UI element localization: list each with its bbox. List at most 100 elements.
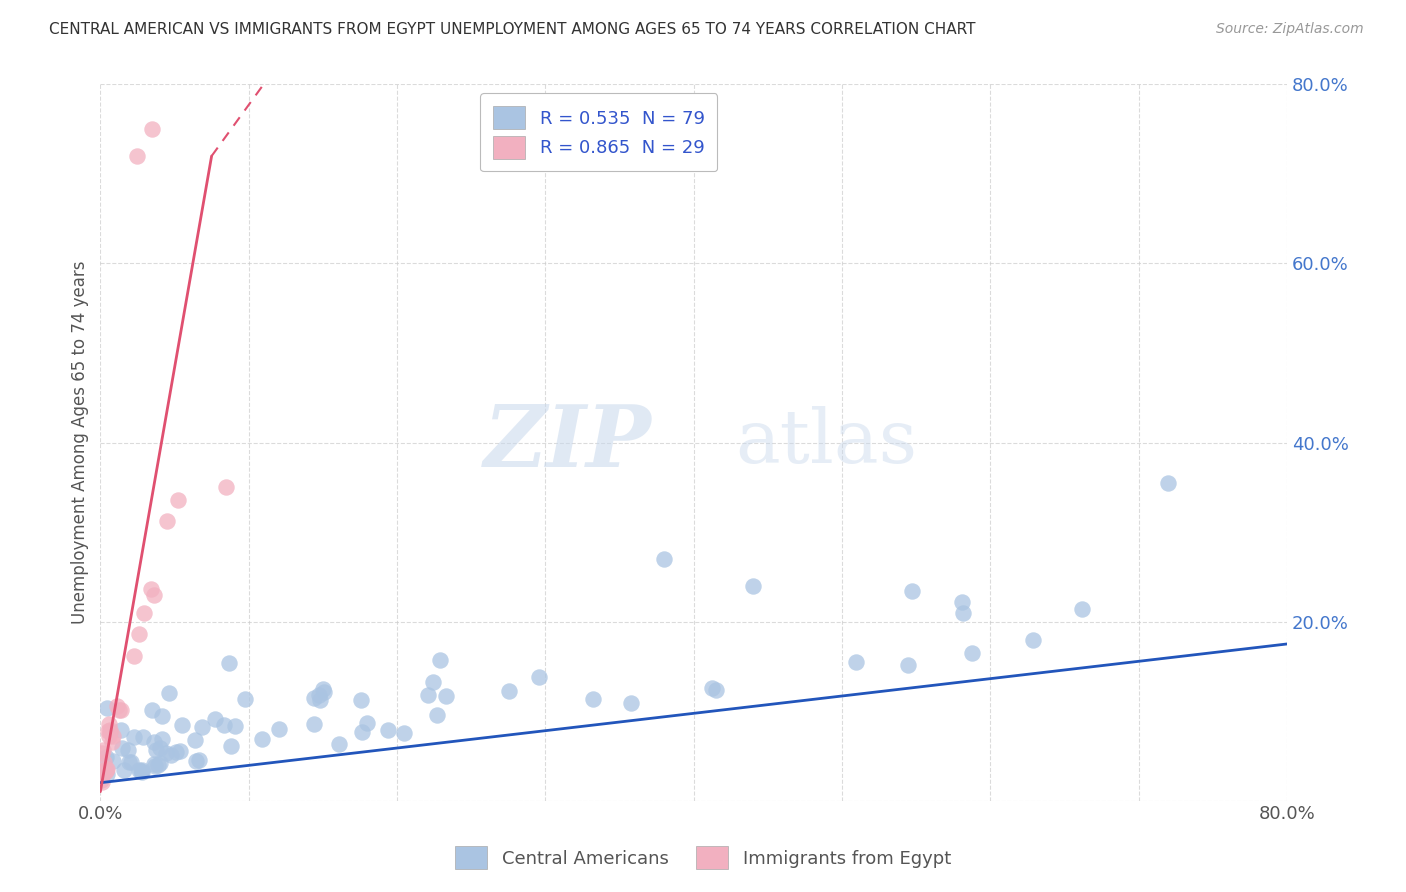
- Point: [111, 741, 134, 756]
- Point: [394, 726, 416, 740]
- Point: [94, 765, 117, 780]
- Point: [96, 749, 118, 764]
- Text: ZIP: ZIP: [484, 401, 652, 484]
- Point: [107, 698, 129, 713]
- Point: [146, 757, 169, 772]
- Point: [93, 755, 115, 769]
- Point: [143, 588, 166, 602]
- Point: [434, 689, 457, 703]
- Point: [149, 756, 172, 771]
- Point: [143, 759, 166, 773]
- Point: [952, 607, 974, 621]
- Point: [98, 723, 121, 737]
- Point: [134, 606, 156, 620]
- Point: [377, 723, 399, 737]
- Point: [204, 712, 226, 726]
- Point: [215, 480, 238, 494]
- Point: [129, 764, 152, 778]
- Point: [422, 674, 444, 689]
- Point: [652, 552, 675, 566]
- Point: [845, 655, 868, 669]
- Point: [314, 685, 336, 699]
- Point: [97, 729, 120, 743]
- Point: [706, 683, 728, 698]
- Point: [224, 719, 246, 733]
- Legend: R = 0.535  N = 79, R = 0.865  N = 29: R = 0.535 N = 79, R = 0.865 N = 29: [481, 94, 717, 171]
- Point: [112, 763, 135, 777]
- Point: [190, 720, 212, 734]
- Point: [900, 583, 922, 598]
- Point: [96, 762, 118, 776]
- Point: [132, 731, 155, 745]
- Point: [1157, 475, 1180, 490]
- Legend: Central Americans, Immigrants from Egypt: Central Americans, Immigrants from Egypt: [446, 838, 960, 879]
- Point: [128, 627, 150, 641]
- Point: [160, 748, 183, 763]
- Point: [150, 708, 173, 723]
- Text: CENTRAL AMERICAN VS IMMIGRANTS FROM EGYPT UNEMPLOYMENT AMONG AGES 65 TO 74 YEARS: CENTRAL AMERICAN VS IMMIGRANTS FROM EGYP…: [49, 22, 976, 37]
- Point: [117, 742, 139, 756]
- Point: [219, 739, 242, 753]
- Point: [311, 682, 333, 697]
- Point: [356, 716, 378, 731]
- Point: [131, 764, 153, 778]
- Point: [157, 686, 180, 700]
- Point: [267, 722, 290, 736]
- Point: [139, 582, 162, 596]
- Point: [96, 762, 118, 776]
- Point: [897, 657, 920, 672]
- Point: [97, 717, 120, 731]
- Point: [302, 690, 325, 705]
- Point: [950, 595, 973, 609]
- Point: [142, 756, 165, 771]
- Point: [218, 656, 240, 670]
- Point: [212, 718, 235, 732]
- Point: [529, 670, 551, 684]
- Point: [96, 767, 118, 781]
- Point: [960, 646, 983, 660]
- Point: [350, 725, 373, 739]
- Point: [170, 718, 193, 732]
- Point: [155, 746, 177, 760]
- Point: [308, 688, 330, 702]
- Point: [127, 149, 149, 163]
- Point: [1022, 633, 1045, 648]
- Point: [101, 729, 124, 743]
- Point: [101, 755, 124, 769]
- Point: [93, 743, 115, 757]
- Point: [97, 723, 120, 738]
- Point: [141, 703, 163, 717]
- Point: [426, 708, 449, 723]
- Point: [122, 648, 145, 663]
- Point: [98, 725, 121, 739]
- Point: [169, 744, 191, 758]
- Point: [90, 775, 112, 789]
- Point: [96, 701, 118, 715]
- Point: [328, 737, 350, 751]
- Point: [101, 735, 124, 749]
- Point: [184, 733, 207, 747]
- Point: [165, 745, 187, 759]
- Point: [145, 742, 167, 756]
- Point: [308, 692, 330, 706]
- Point: [90, 773, 112, 788]
- Point: [742, 579, 765, 593]
- Point: [141, 122, 163, 136]
- Point: [122, 730, 145, 744]
- Point: [131, 764, 153, 779]
- Point: [1071, 602, 1094, 616]
- Point: [156, 514, 179, 528]
- Point: [120, 756, 142, 770]
- Point: [233, 691, 256, 706]
- Point: [110, 723, 132, 738]
- Point: [149, 741, 172, 756]
- Point: [91, 764, 114, 779]
- Point: [252, 732, 274, 747]
- Point: [94, 764, 117, 778]
- Point: [166, 492, 188, 507]
- Point: [187, 753, 209, 767]
- Point: [620, 696, 643, 710]
- Y-axis label: Unemployment Among Ages 65 to 74 years: Unemployment Among Ages 65 to 74 years: [72, 260, 89, 624]
- Point: [128, 764, 150, 778]
- Point: [143, 734, 166, 748]
